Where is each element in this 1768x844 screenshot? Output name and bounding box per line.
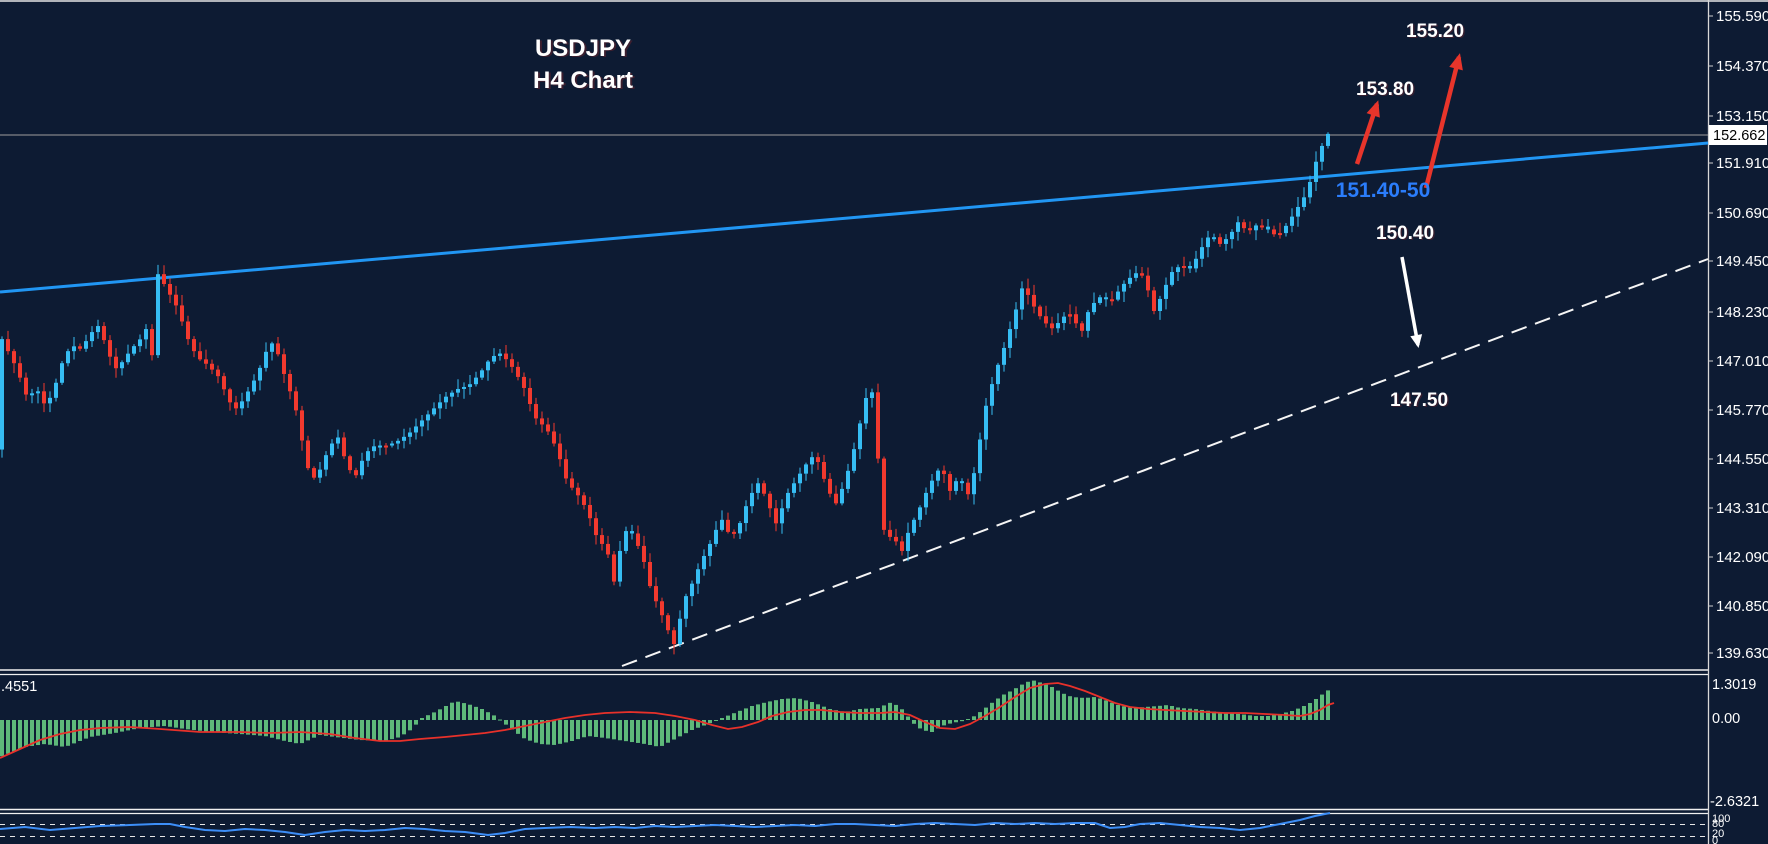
- price-axis-tick-label: 145.770: [1716, 402, 1768, 419]
- chart-title-timeframe: H4 Chart: [532, 67, 634, 94]
- breakout-zone-label: 151.40-50: [1335, 179, 1431, 202]
- stoch-main-line: [0, 812, 1331, 837]
- price-axis-tick-label: 143.310: [1716, 500, 1768, 517]
- price-axis-tick-label: 155.590: [1716, 8, 1768, 25]
- osma-signal-line: [0, 682, 1335, 759]
- pullback-arrow[interactable]: [1400, 256, 1423, 348]
- price-axis: 155.590 154.370 153.150 151.910 150.690 149.4…: [1708, 8, 1768, 662]
- osma-max-label: 1.3019: [1712, 677, 1757, 693]
- annotation-arrows-layer: [1354, 53, 1463, 348]
- price-axis-tick-label: 140.850: [1716, 598, 1768, 615]
- price-axis-tick-label: 150.690: [1716, 205, 1768, 222]
- projection-arrow-1[interactable]: [1354, 100, 1380, 165]
- stoch-level-80-label: 80: [1712, 818, 1725, 830]
- price-axis-tick-label: 154.370: [1716, 58, 1768, 75]
- stoch-level-100-label: 100: [1712, 813, 1731, 825]
- projection-arrow-2[interactable]: [1423, 53, 1463, 189]
- osma-indicator-panel: [0, 680, 1335, 759]
- support-level-label: 147.50: [1389, 390, 1449, 411]
- price-axis-tick-label: 144.550: [1716, 451, 1768, 468]
- chart-title: USDJPY H4 Chart: [453, 33, 713, 97]
- price-axis-tick-label: 147.010: [1716, 353, 1768, 370]
- current-price-box: [1709, 125, 1767, 145]
- price-axis-tick-label: 151.910: [1716, 155, 1768, 172]
- price-axis-tick-label: 149.450: [1716, 253, 1768, 270]
- trendlines-layer: [0, 134, 1709, 667]
- stoch-level-20-label: 20: [1712, 828, 1725, 840]
- price-axis-tick-label: 139.630: [1716, 645, 1768, 662]
- price-axis-tick-label: 148.230: [1716, 304, 1768, 321]
- ascending-support[interactable]: [621, 258, 1709, 667]
- chart-title-symbol: USDJPY: [534, 35, 632, 62]
- price-axis-tick-label: 153.150: [1716, 108, 1768, 125]
- current-price-value: 152.662: [1713, 128, 1765, 144]
- osma-zero-label: 0.00: [1712, 711, 1741, 727]
- osma-min-label: -2.6321: [1710, 794, 1760, 810]
- price-target-label-lower: 153.80: [1355, 79, 1415, 100]
- candles-layer: [0, 132, 1330, 655]
- pullback-level-label: 150.40: [1375, 223, 1435, 244]
- osma-current-value: .4551: [1, 679, 38, 695]
- stochastic-indicator-panel: [0, 812, 1708, 837]
- stoch-level-0-label: 0: [1712, 835, 1719, 844]
- ascending-resistance[interactable]: [0, 141, 1709, 294]
- price-target-label-upper: 155.20: [1405, 21, 1465, 42]
- price-axis-tick-label: 142.090: [1716, 549, 1768, 566]
